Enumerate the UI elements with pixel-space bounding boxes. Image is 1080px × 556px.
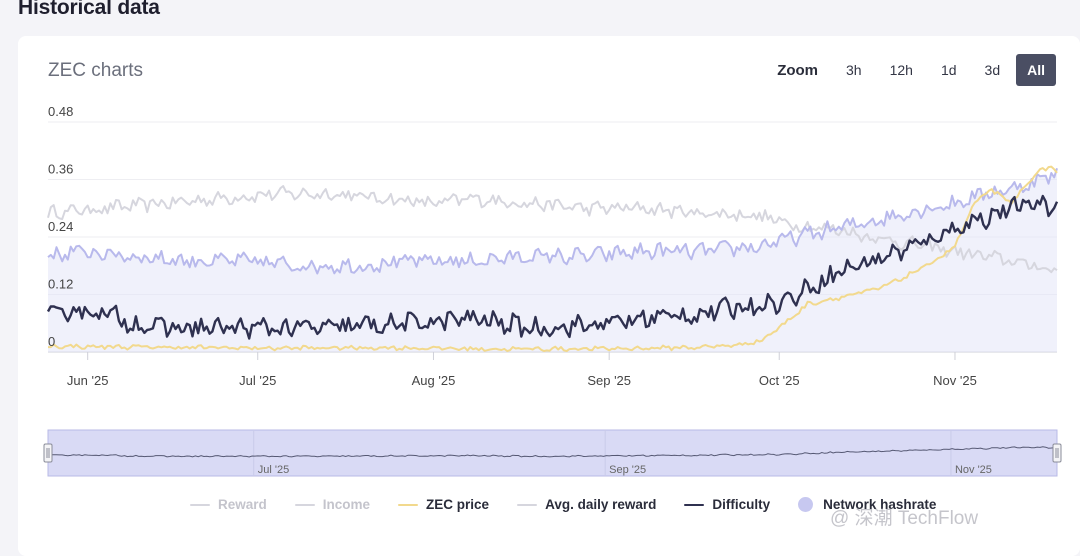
- legend-item-avg-daily-reward[interactable]: Avg. daily reward: [517, 497, 656, 512]
- watermark: @ 深潮 TechFlow: [830, 508, 979, 529]
- navigator-selection[interactable]: [47, 429, 1058, 477]
- zoom-all-button[interactable]: All: [1016, 54, 1056, 86]
- zoom-3h-button[interactable]: 3h: [846, 62, 862, 78]
- x-tick-label: Oct '25: [759, 373, 800, 388]
- chart-title: ZEC charts: [48, 60, 144, 81]
- chart-canvas[interactable]: 0 0.12 0.24 0.36 0.48 Jun '25 Jul '25 Aug '25 Se…: [0, 0, 1080, 544]
- navigator-series-line: [47, 446, 1058, 458]
- zoom-label: Zoom: [777, 61, 819, 79]
- legend-item-reward[interactable]: Reward: [190, 497, 267, 512]
- legend-item-difficulty[interactable]: Difficulty: [684, 497, 770, 512]
- legend-swatch: [190, 503, 210, 506]
- legend-label: Difficulty: [712, 497, 771, 512]
- legend-label: ZEC price: [426, 497, 490, 512]
- legend-swatch: [517, 503, 538, 506]
- section-title: Historical data: [18, 0, 160, 19]
- legend-label: Avg. daily reward: [545, 497, 657, 512]
- series-line-difficulty: [46, 194, 1059, 340]
- navigator-right-handle[interactable]: [1052, 443, 1062, 463]
- legend-label: Network hashrate: [823, 497, 937, 512]
- navigator-tick-label: Sep '25: [609, 464, 646, 476]
- x-tick-label: Sep '25: [587, 373, 631, 388]
- legend-item-zec-price[interactable]: ZEC price: [398, 497, 489, 512]
- zoom-1d-button[interactable]: 1d: [940, 62, 957, 78]
- series-line-network-hashrate: [47, 168, 1058, 275]
- legend-swatch: [398, 503, 419, 506]
- legend-swatch: [798, 497, 814, 512]
- y-tick-label: 0.24: [48, 219, 73, 234]
- y-tick-label: 0: [48, 334, 55, 349]
- y-tick-label: 0.48: [48, 104, 73, 119]
- series-line-avg-daily-reward: [47, 185, 1058, 274]
- legend: Reward Income ZEC price Avg. daily reward Di…: [190, 497, 964, 512]
- x-tick-label: Jun '25: [67, 373, 109, 388]
- zoom-bar: Zoom 3h 12h 1d 3d All: [777, 54, 1056, 86]
- x-tick-label: Nov '25: [933, 373, 977, 388]
- x-tick-label: Jul '25: [239, 373, 276, 388]
- legend-label: Reward: [218, 497, 267, 512]
- series-line-zec-price: [48, 165, 1058, 352]
- legend-item-income[interactable]: Income: [294, 497, 371, 512]
- zoom-3d-button[interactable]: 3d: [984, 62, 1001, 78]
- legend-swatch: [294, 503, 315, 506]
- x-tick-label: Aug '25: [412, 373, 456, 388]
- legend-item-network-hashrate[interactable]: Network hashrate: [798, 497, 936, 512]
- y-tick-label: 0.12: [48, 277, 73, 292]
- navigator-left-handle[interactable]: [43, 443, 53, 463]
- series-layer: [46, 165, 1059, 352]
- navigator-tick-label: Nov '25: [955, 464, 992, 476]
- axis-layer: 0 0.12 0.24 0.36 0.48 Jun '25 Jul '25 Aug '25 Se…: [48, 104, 977, 388]
- legend-swatch: [684, 503, 705, 506]
- zoom-12h-button[interactable]: 12h: [889, 62, 913, 78]
- legend-label: Income: [322, 497, 371, 512]
- navigator[interactable]: Jul '25 Sep '25 Nov '25: [43, 429, 1062, 477]
- navigator-tick-label: Jul '25: [258, 464, 289, 476]
- y-tick-label: 0.36: [48, 162, 73, 177]
